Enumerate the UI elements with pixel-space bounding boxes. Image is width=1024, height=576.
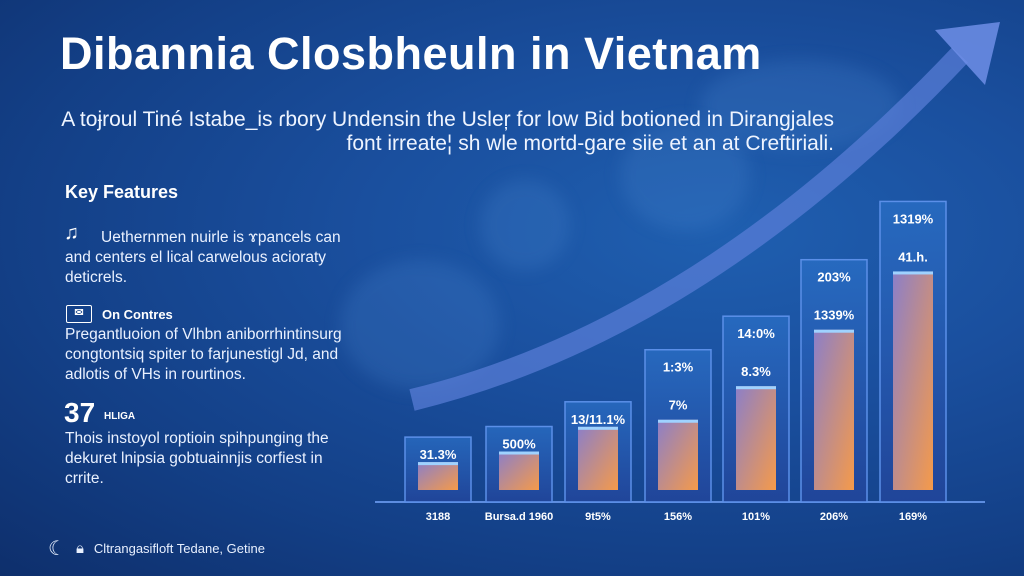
bar-value-label: 41.h. <box>898 249 928 264</box>
footer: ☾ 🔒︎ Cltrangasifloft Tedane, Getine <box>48 536 265 561</box>
envelope-icon: ✉ <box>66 305 92 323</box>
bar-value-label: 7% <box>669 398 688 413</box>
bar-value-label: 1339% <box>814 308 855 323</box>
bar-cap <box>736 386 776 390</box>
bar-top-label: 500% <box>502 437 536 452</box>
bar-cap <box>814 329 854 333</box>
subtitle-line-2: font irreate¦ sh wle mortd-gare siie et … <box>346 132 834 155</box>
x-tick-label: 156% <box>664 511 692 523</box>
x-tick-label: 9t5% <box>585 511 611 523</box>
bar-value-label: 8.3% <box>741 364 771 379</box>
trend-arrow <box>409 47 968 411</box>
bar-cap <box>893 271 933 275</box>
bar-top-label: 13/11.1% <box>571 412 626 427</box>
feature-2-title: On Contres <box>102 307 173 322</box>
x-tick-label: Bursa.d 1960 <box>485 511 553 523</box>
bar-top-label: 1:3% <box>663 360 694 375</box>
feature-1-text: Uethernmen nuirle is ɤpancels can and ce… <box>65 229 341 286</box>
bar-cap <box>499 451 539 455</box>
background-blob <box>480 180 570 270</box>
x-tick-label: 169% <box>899 511 927 523</box>
key-features-heading: Key Features <box>65 182 179 202</box>
x-tick-label: 3188 <box>426 511 450 523</box>
feature-3-text: Thois instoyol roptioin spihpunging the … <box>65 430 329 487</box>
bar-top-label: 203% <box>817 270 851 285</box>
bar <box>578 426 618 490</box>
bar-cap <box>578 426 618 430</box>
bar-cap <box>418 462 458 466</box>
trend-arrowhead-icon <box>935 22 1000 85</box>
bar-top-label: 1319% <box>893 211 934 226</box>
feature-3-suffix: HLIGA <box>104 411 136 422</box>
wave-logo-icon: ☾ <box>48 538 66 560</box>
background-blob <box>620 120 750 230</box>
background-blob <box>340 260 500 390</box>
feature-3-number: 37 <box>64 397 96 428</box>
bar <box>499 451 539 490</box>
lock-icon: 🔒︎ <box>75 540 84 557</box>
music-note-icon: ♫ <box>64 222 79 244</box>
bar <box>814 329 854 490</box>
footer-text: Cltrangasifloft Tedane, Getine <box>93 541 265 556</box>
x-tick-label: 101% <box>742 511 770 523</box>
page-title: Dibannia Closbheuln in Vietnam <box>60 28 762 79</box>
x-tick-label: 206% <box>820 511 848 523</box>
feature-2-text: Pregantluoion of Vlhbn aniborrhintinsurg… <box>65 326 342 383</box>
bar-top-label: 14:0% <box>737 326 775 341</box>
bar <box>418 462 458 490</box>
bar-top-label: 31.3% <box>420 447 457 462</box>
subtitle-line-1: A toɉroul Tiné Istabe_is ɾbory Undensin … <box>61 108 834 131</box>
bar <box>658 419 698 490</box>
bar <box>893 271 933 490</box>
bar-cap <box>658 419 698 423</box>
bar <box>736 386 776 490</box>
